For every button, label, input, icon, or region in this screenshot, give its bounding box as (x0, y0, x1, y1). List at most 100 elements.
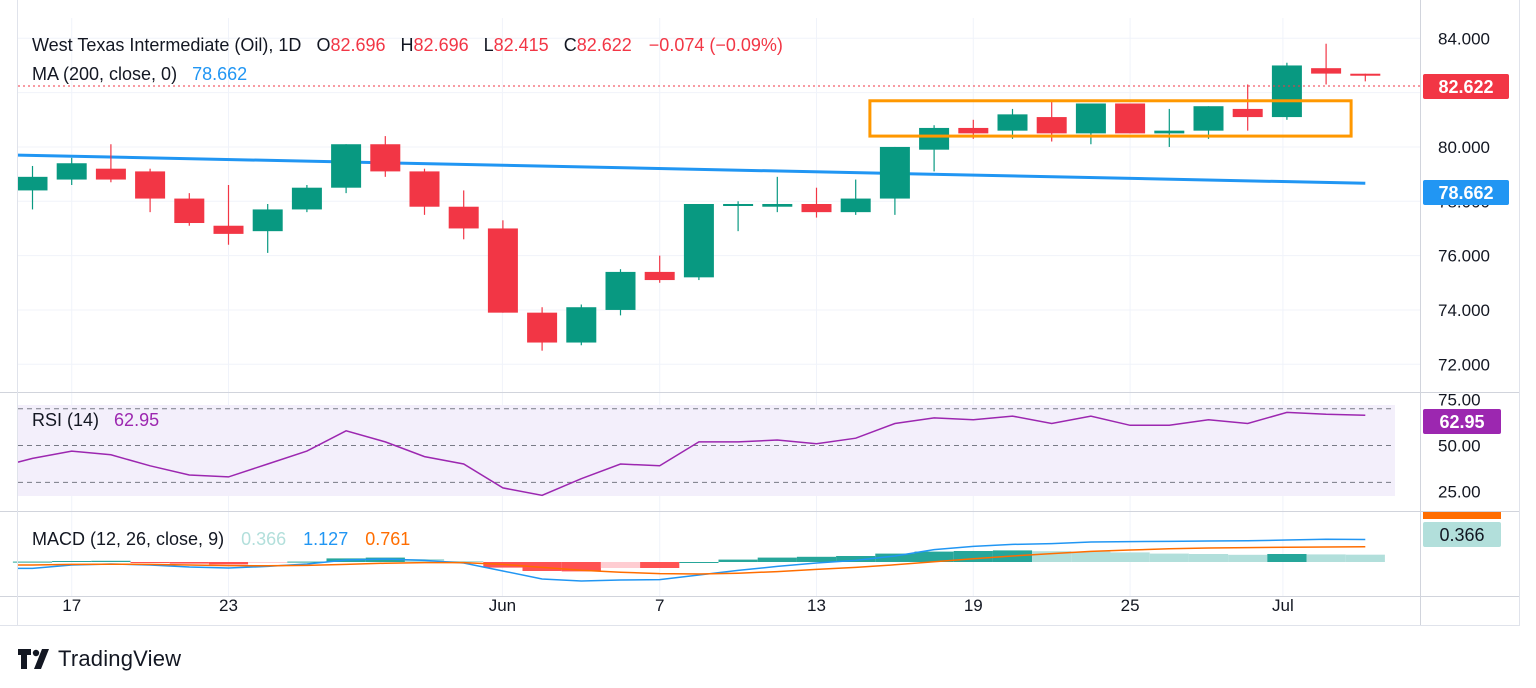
macd-lines (18, 538, 1366, 582)
rsi-band-lines (18, 408, 1395, 483)
macd-hist-bar (718, 559, 758, 562)
macd-hist-bar (248, 562, 288, 563)
candle-body (174, 198, 205, 224)
macd-hist-bar (796, 556, 837, 562)
macd-path (18, 538, 1366, 582)
brand-name: TradingView (58, 646, 182, 671)
ma-legend-value: 78.662 (192, 64, 247, 84)
candle-body (331, 144, 362, 188)
close-value: 82.622 (577, 35, 632, 55)
macd-hist-bar (1032, 551, 1072, 562)
candle-body (1271, 65, 1302, 118)
rsi-badge (1423, 409, 1501, 434)
candle-body (291, 187, 322, 210)
rsi-line (17, 411, 1366, 497)
rsi-badge-label: 62.95 (1439, 412, 1484, 432)
macd-hist-bar (1267, 554, 1307, 562)
candle-body (683, 204, 714, 278)
rsi-tick-label: 75.00 (1438, 391, 1481, 410)
candle-body (213, 225, 244, 234)
macd-hist-badge-label: 0.366 (1439, 525, 1484, 545)
rsi-axis-ticks: 25.00 50.00 75.00 (1438, 391, 1481, 502)
candle-body (95, 168, 126, 180)
rsi-path (17, 411, 1366, 497)
candle-body (644, 271, 675, 281)
macd-hist-bar (1110, 552, 1150, 562)
macd-hist-bar (600, 562, 641, 568)
macd-hist-bar (640, 562, 680, 568)
price-tick-label: 80.000 (1438, 138, 1490, 157)
high-label: H (401, 35, 414, 55)
rsi-tick-label: 50.00 (1438, 437, 1481, 456)
macd-hist-bar (1228, 554, 1268, 562)
tradingview-logo-icon (18, 649, 49, 669)
signal-badge (1423, 512, 1501, 519)
ma200-line (17, 153, 1366, 185)
candle-body (566, 307, 597, 343)
ma-badge-label: 78.662 (1438, 183, 1493, 203)
macd-hist-bar (12, 561, 53, 563)
macd-hist-bar (365, 557, 405, 562)
ma-legend-label: MA (200, close, 0) (32, 64, 177, 84)
signal-value: 0.761 (365, 529, 410, 549)
macd-hist-value: 0.366 (241, 529, 286, 549)
price-tick-label: 74.000 (1438, 301, 1490, 320)
macd-hist-bar (169, 562, 209, 564)
candle-body (958, 127, 989, 134)
high-value: 82.696 (414, 35, 469, 55)
candle-body (1193, 106, 1224, 131)
macd-hist-bar (679, 562, 719, 563)
candle-body (840, 198, 871, 213)
price-tick-label: 84.000 (1438, 29, 1490, 48)
macd-hist-bar (1071, 551, 1111, 562)
macd-hist-bar (1149, 553, 1189, 562)
candle-body (1350, 73, 1381, 76)
candle-body (135, 171, 166, 199)
macd-hist-bar (52, 561, 92, 562)
symbol-title: West Texas Intermediate (Oil), 1D (32, 35, 301, 55)
candle-body (997, 114, 1028, 131)
signal-path (18, 546, 1366, 575)
time-tick-label: 7 (655, 596, 664, 615)
time-tick-label: 19 (964, 596, 983, 615)
price-tick-label: 72.000 (1438, 355, 1490, 374)
candle-body (487, 228, 518, 313)
macd-hist-bar (1306, 554, 1346, 562)
macd-hist-bar (287, 561, 327, 563)
macd-legend-label: MACD (12, 26, close, 9) (32, 529, 224, 549)
candle-body (1036, 117, 1067, 134)
main-legend: West Texas Intermediate (Oil), 1D O82.69… (32, 35, 783, 55)
close-label: C (564, 35, 577, 55)
rsi-legend: RSI (14) 62.95 (32, 410, 159, 430)
candle-body (801, 204, 832, 213)
time-tick-label: 23 (219, 596, 238, 615)
macd-hist-bar (130, 562, 170, 563)
rsi-tick-label: 25.00 (1438, 483, 1481, 502)
candle-body (1075, 103, 1106, 134)
macd-hist-bar (1345, 554, 1385, 562)
macd-hist-bar (444, 561, 484, 562)
candle-body (723, 204, 754, 206)
last-price-badge-label: 82.622 (1438, 77, 1493, 97)
gridlines (18, 18, 1420, 596)
candle-body (370, 144, 401, 172)
macd-hist-bar (914, 551, 954, 562)
rsi-legend-label: RSI (14) (32, 410, 99, 430)
candle-body (252, 209, 283, 232)
candle-body (919, 127, 950, 150)
time-tick-label: Jul (1272, 596, 1294, 615)
candle-body (1115, 103, 1146, 134)
consolidation-range-box (868, 99, 1353, 138)
macd-hist-bar (875, 553, 915, 562)
low-label: L (484, 35, 494, 55)
macd-hist-bar (1188, 554, 1229, 562)
time-tick-label: 25 (1121, 596, 1140, 615)
time-tick-label: Jun (489, 596, 516, 615)
candle-body (1232, 108, 1263, 118)
macd-legend: MACD (12, 26, close, 9) 0.366 1.127 0.76… (32, 529, 410, 549)
brand[interactable]: TradingView (18, 644, 181, 674)
time-tick-label: 17 (62, 596, 81, 615)
macd-hist-bar (91, 560, 131, 562)
ma-legend: MA (200, close, 0) 78.662 (32, 64, 247, 84)
